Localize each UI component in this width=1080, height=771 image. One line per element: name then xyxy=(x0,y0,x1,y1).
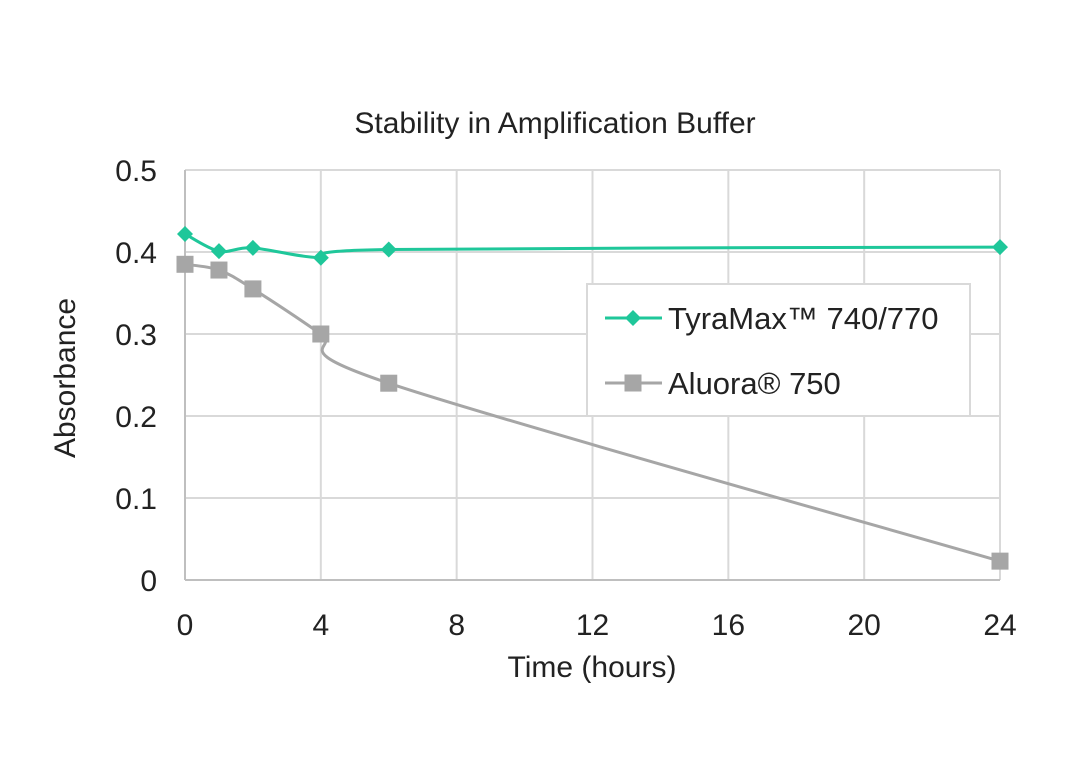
y-tick-label: 0 xyxy=(140,565,157,598)
x-tick-label: 4 xyxy=(312,609,329,642)
data-point xyxy=(312,325,330,343)
data-point xyxy=(312,249,329,266)
data-point xyxy=(177,225,193,242)
data-point xyxy=(992,239,1008,256)
data-point xyxy=(176,255,194,273)
legend-box xyxy=(586,283,971,417)
x-tick-label: 24 xyxy=(983,609,1016,642)
series-0 xyxy=(177,225,1008,266)
legend-swatch-marker xyxy=(625,310,641,326)
y-tick-label: 0.3 xyxy=(115,319,157,352)
legend-item: TyraMax™ 740/770 xyxy=(605,301,939,336)
chart-title: Stability in Amplification Buffer xyxy=(354,107,755,140)
data-point xyxy=(210,243,227,260)
legend-label: TyraMax™ 740/770 xyxy=(668,301,939,336)
x-tick-label: 20 xyxy=(847,609,880,642)
legend: TyraMax™ 740/770 Aluora® 750 xyxy=(586,283,971,417)
x-tick-label: 12 xyxy=(576,609,609,642)
legend-items: TyraMax™ 740/770 Aluora® 750 xyxy=(605,301,939,401)
data-point xyxy=(380,241,397,258)
y-axis-label: Absorbance xyxy=(49,298,82,458)
y-tick-label: 0.2 xyxy=(115,401,157,434)
data-point xyxy=(210,261,228,279)
data-point xyxy=(991,552,1009,570)
x-axis-label: Time (hours) xyxy=(508,651,677,684)
data-point xyxy=(244,280,262,298)
y-tick-label: 0.1 xyxy=(115,483,157,516)
tick-labels: 0 0.1 0.2 0.3 0.4 0.5 0 4 8 12 16 20 24 xyxy=(115,155,1016,642)
series-layer xyxy=(176,225,1009,570)
y-tick-label: 0.4 xyxy=(115,237,157,270)
x-tick-label: 0 xyxy=(177,609,194,642)
series-1 xyxy=(176,255,1009,570)
data-point xyxy=(380,374,398,392)
data-point xyxy=(244,239,261,256)
x-tick-label: 8 xyxy=(448,609,465,642)
legend-label: Aluora® 750 xyxy=(668,366,841,401)
legend-item: Aluora® 750 xyxy=(605,366,841,401)
x-tick-label: 16 xyxy=(712,609,745,642)
legend-swatch-marker xyxy=(624,374,642,392)
y-tick-label: 0.5 xyxy=(115,155,157,188)
